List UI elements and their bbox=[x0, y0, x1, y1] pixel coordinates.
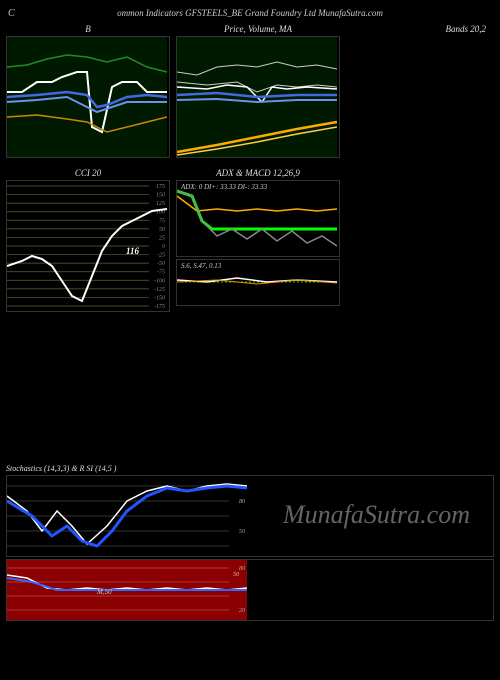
adx-title: ADX & MACD 12,26,9 bbox=[176, 166, 340, 180]
svg-text:25: 25 bbox=[159, 235, 165, 241]
svg-text:50: 50 bbox=[239, 529, 245, 535]
svg-text:-175: -175 bbox=[154, 304, 165, 310]
adx-values: ADX: 0 DI+: 33.33 DI-: 33.33 bbox=[181, 183, 267, 191]
pricema-title: Price, Volume, MA bbox=[176, 22, 340, 36]
svg-text:-125: -125 bbox=[154, 287, 165, 293]
svg-text:M,50: M,50 bbox=[96, 588, 112, 596]
svg-text:125: 125 bbox=[156, 201, 165, 207]
svg-text:75: 75 bbox=[159, 218, 165, 224]
bb-title: B bbox=[6, 22, 170, 36]
cci-chart: 1751501251007550250-25-50-75-100-125-150… bbox=[6, 180, 170, 312]
svg-text:20: 20 bbox=[239, 608, 245, 614]
svg-text:50: 50 bbox=[233, 572, 239, 578]
corner-label: C bbox=[8, 8, 15, 19]
svg-text:-75: -75 bbox=[157, 270, 165, 276]
svg-text:80: 80 bbox=[239, 499, 245, 505]
cci-title: CCI 20 bbox=[6, 166, 170, 180]
svg-text:-100: -100 bbox=[154, 278, 165, 284]
slowmacd-values: S.6, S.47, 0.13 bbox=[181, 262, 221, 270]
stoch-title: Stochastics (14,3,3) & R SI (14,5 ) bbox=[6, 462, 494, 475]
slowmacd-chart: S.6, S.47, 0.13 bbox=[176, 259, 340, 306]
svg-text:-150: -150 bbox=[154, 295, 165, 301]
bb-chart bbox=[6, 36, 170, 158]
svg-text:80: 80 bbox=[239, 566, 245, 572]
svg-text:-25: -25 bbox=[157, 253, 165, 259]
stoch-chart: 80 50 bbox=[6, 475, 494, 557]
pricema-chart bbox=[176, 36, 340, 158]
svg-text:50: 50 bbox=[159, 227, 165, 233]
cci-value: 116 bbox=[126, 246, 139, 256]
rsi-chart: 80 20 50 M,50 bbox=[6, 559, 494, 621]
svg-text:175: 175 bbox=[156, 184, 165, 190]
bands-title: Bands 20,2 bbox=[346, 22, 494, 36]
svg-text:-50: -50 bbox=[157, 261, 165, 267]
svg-text:150: 150 bbox=[156, 193, 165, 199]
svg-text:0: 0 bbox=[162, 244, 165, 250]
page-title: ommon Indicators GFSTEELS_BE Grand Found… bbox=[117, 8, 383, 18]
adx-chart: ADX: 0 DI+: 33.33 DI-: 33.33 bbox=[176, 180, 340, 257]
